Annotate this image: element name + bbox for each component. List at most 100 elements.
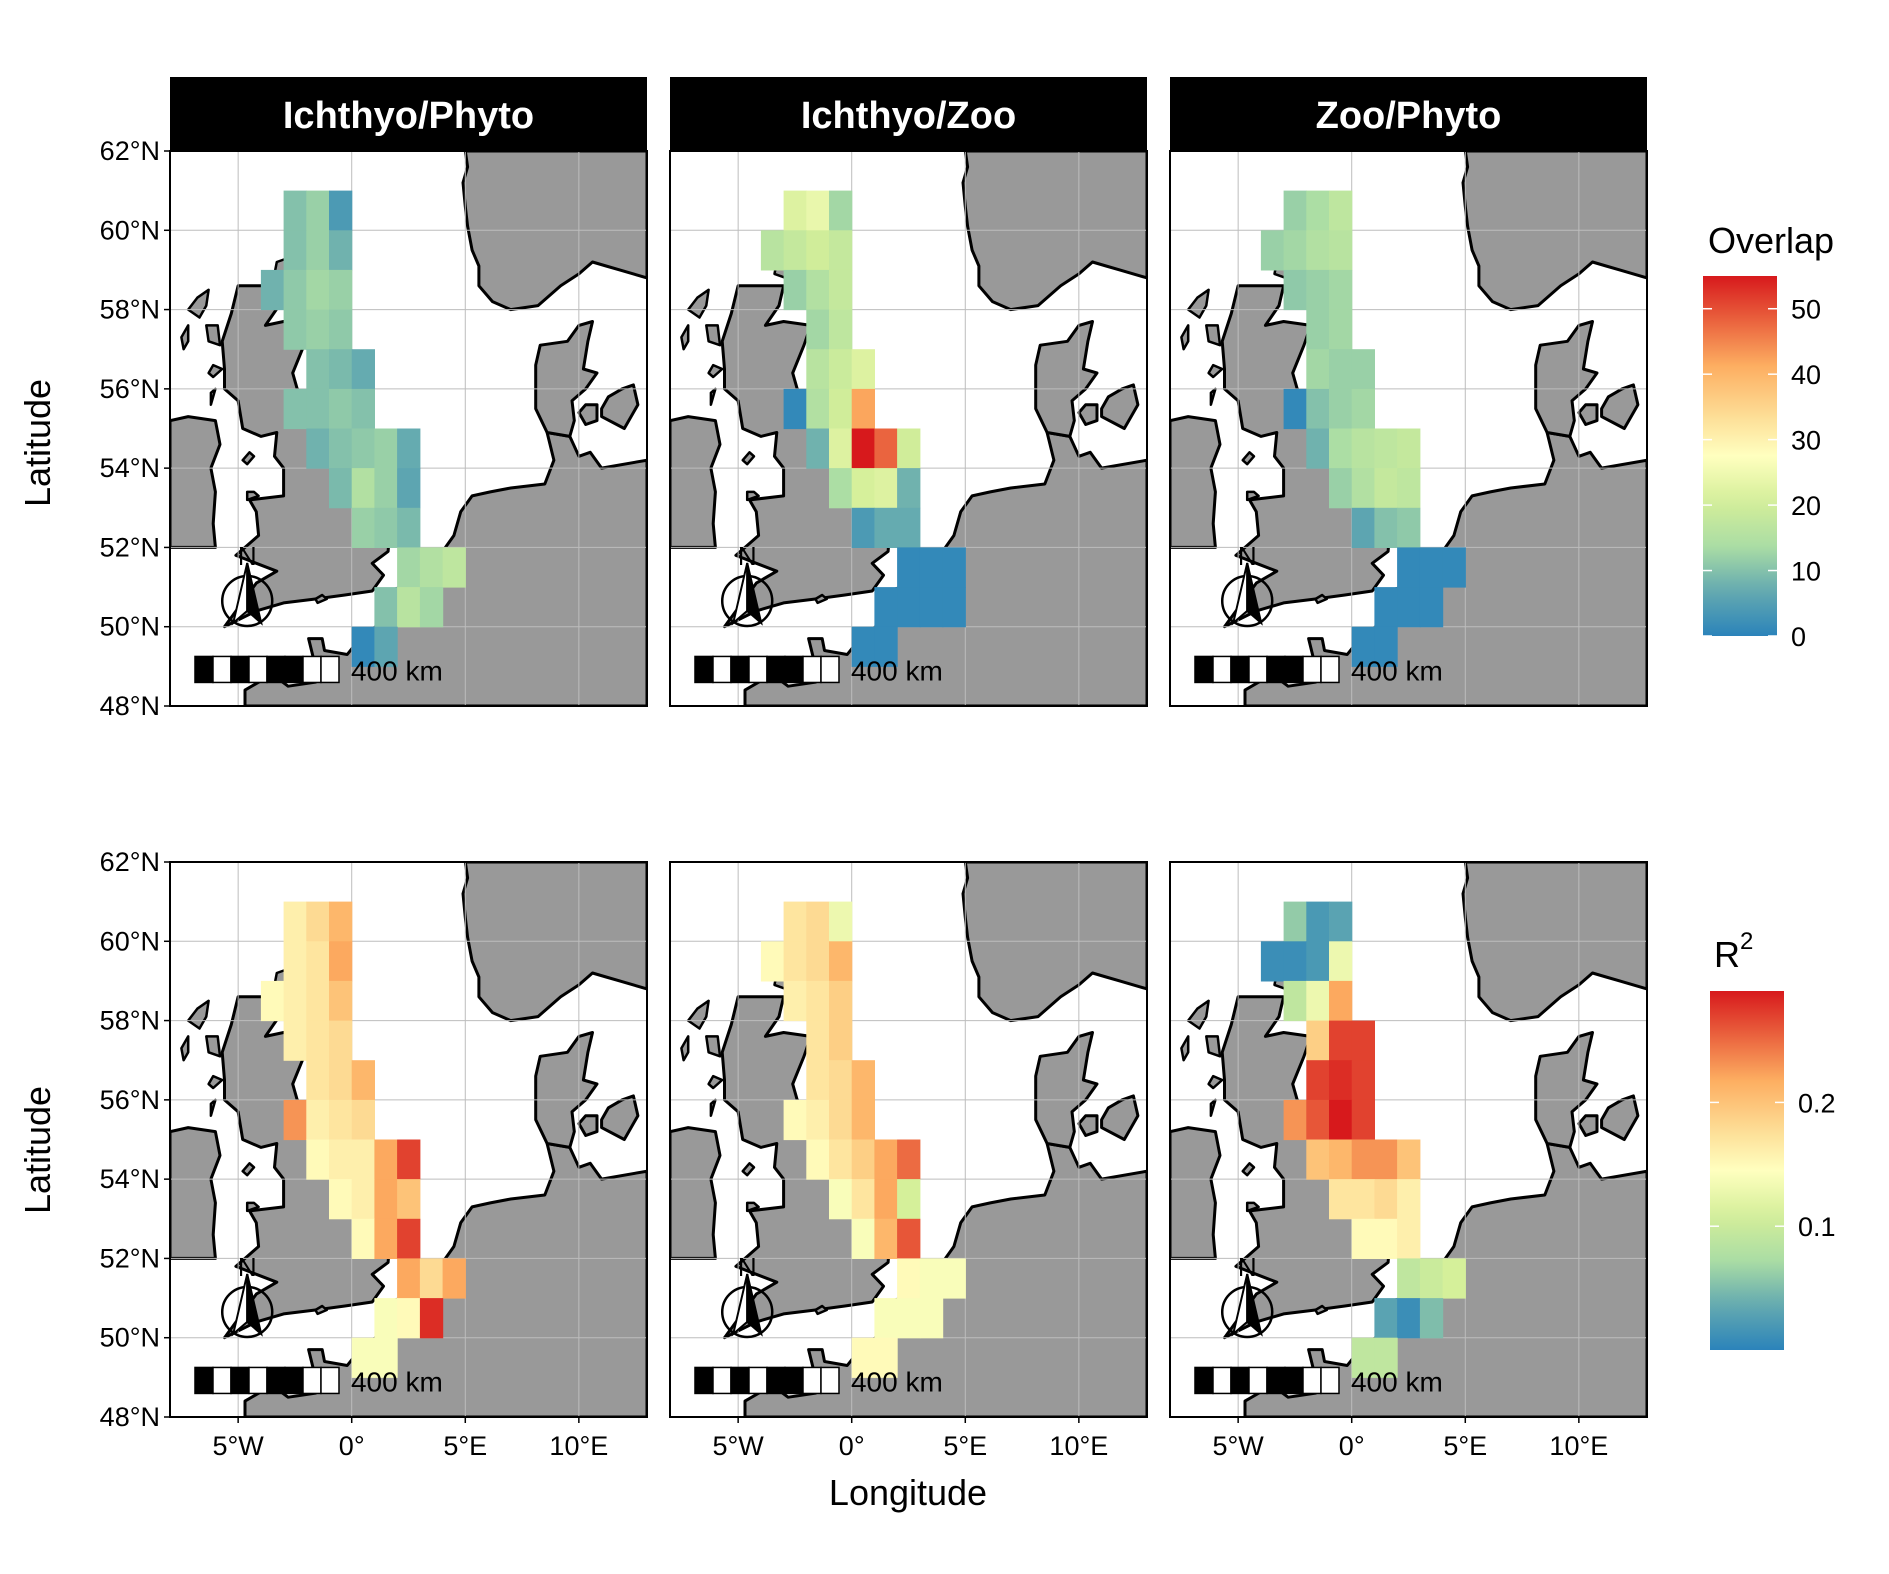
heatmap-cell bbox=[1329, 1060, 1353, 1101]
heatmap-cell bbox=[306, 388, 330, 430]
heatmap-cell bbox=[806, 269, 830, 311]
heatmap-cell bbox=[1397, 1218, 1421, 1259]
heatmap-cell bbox=[1374, 468, 1398, 509]
heatmap-cell bbox=[760, 941, 785, 982]
island bbox=[680, 1035, 690, 1062]
scale-bar: 400 km bbox=[694, 655, 943, 686]
heatmap-cell bbox=[1351, 507, 1375, 548]
scale-bar-segment bbox=[284, 655, 304, 684]
island bbox=[745, 490, 760, 502]
heatmap-cell bbox=[1374, 1139, 1398, 1180]
scale-bar-segment bbox=[1230, 655, 1250, 684]
land-britain bbox=[1220, 284, 1392, 629]
heatmap-cell bbox=[829, 388, 853, 430]
heatmap-cell bbox=[1283, 941, 1307, 982]
heatmap-cell bbox=[1374, 428, 1398, 469]
heatmap-cell bbox=[760, 230, 785, 271]
scale-bar-segment bbox=[1194, 1366, 1214, 1395]
heatmap-cell bbox=[1351, 1099, 1375, 1141]
island bbox=[686, 288, 710, 319]
y-tick-label: 56°N bbox=[100, 1085, 160, 1115]
heatmap-cell bbox=[1306, 1139, 1330, 1180]
map-panel-r2-0: N 400 km 48°N 50°N 52°N 54°N 56°N 58°N 60°N 62°N 5… bbox=[100, 847, 648, 1461]
island bbox=[207, 1074, 224, 1090]
heatmap-cell bbox=[1260, 230, 1285, 271]
heatmap-cell bbox=[874, 507, 898, 548]
heatmap-cell bbox=[1351, 1060, 1375, 1101]
heatmap-cells bbox=[760, 901, 966, 1378]
heatmap-cell bbox=[351, 349, 375, 390]
facet-strip-label: Ichthyo/Zoo bbox=[801, 95, 1016, 137]
land-jutland bbox=[1034, 1031, 1099, 1149]
heatmap-cell bbox=[374, 428, 398, 469]
heatmap-cell bbox=[806, 941, 830, 982]
scale-bar-segment bbox=[820, 655, 840, 684]
heatmap-cell bbox=[1374, 1298, 1398, 1339]
heatmap-cell bbox=[260, 269, 285, 311]
land-britain bbox=[220, 995, 392, 1340]
scale-bar-segment bbox=[730, 1366, 750, 1395]
map-panel-overlap-2: N 400 km Zoo/Phyto bbox=[1169, 77, 1648, 707]
heatmap-cell bbox=[1329, 1139, 1353, 1180]
island bbox=[741, 1162, 756, 1177]
heatmap-cell bbox=[897, 1179, 921, 1220]
heatmap-cell bbox=[829, 190, 853, 231]
heatmap-cell bbox=[1260, 941, 1285, 982]
scale-bar-segment bbox=[302, 1366, 322, 1395]
heatmap-cell bbox=[374, 507, 398, 548]
land-zealand bbox=[1100, 383, 1140, 430]
heatmap-cell bbox=[306, 190, 330, 231]
heatmap-cell bbox=[397, 1179, 421, 1220]
scale-bar-label: 400 km bbox=[851, 655, 943, 686]
y-tick-label: 50°N bbox=[100, 612, 160, 642]
map-panel-overlap-0: N 400 km Ichthyo/Phyto 48°N 50°N 52°N 54°N 56°N… bbox=[100, 77, 648, 721]
island bbox=[241, 451, 256, 466]
heatmap-cell bbox=[1283, 1099, 1307, 1141]
land-ireland bbox=[170, 415, 222, 549]
heatmap-cell bbox=[283, 941, 307, 982]
heatmap-cell bbox=[351, 1218, 375, 1259]
scale-bar-segment bbox=[1320, 1366, 1340, 1395]
heatmap-cell bbox=[897, 547, 921, 588]
heatmap-cell bbox=[1351, 468, 1375, 509]
y-tick-label: 60°N bbox=[100, 926, 160, 956]
island bbox=[707, 363, 724, 379]
scale-bar-segment bbox=[784, 655, 804, 684]
heatmap-cell bbox=[851, 428, 875, 469]
scale-bar: 400 km bbox=[694, 1366, 943, 1397]
heatmap-cell bbox=[851, 1218, 875, 1259]
land-funen bbox=[1577, 1114, 1599, 1137]
scale-bar-segment bbox=[1302, 655, 1322, 684]
land-zealand bbox=[600, 383, 640, 430]
heatmap-cell bbox=[1283, 269, 1307, 311]
y-tick-label: 48°N bbox=[100, 691, 160, 721]
island bbox=[1241, 451, 1256, 466]
island bbox=[245, 490, 260, 502]
heatmap-cell bbox=[829, 1060, 853, 1101]
scale-bar-label: 400 km bbox=[851, 1366, 943, 1397]
north-arrow-right bbox=[746, 1273, 763, 1337]
scale-bar-segment bbox=[194, 655, 214, 684]
heatmap-cell bbox=[783, 190, 807, 231]
heatmap-cell bbox=[1306, 1099, 1330, 1141]
scale-bar-segment bbox=[748, 1366, 768, 1395]
heatmap-cell bbox=[1283, 190, 1307, 231]
heatmap-cell bbox=[1329, 468, 1353, 509]
island bbox=[1209, 1098, 1217, 1117]
scale-bar-label: 400 km bbox=[351, 1366, 443, 1397]
heatmap-cell bbox=[419, 1298, 444, 1339]
heatmap-cell bbox=[374, 626, 398, 667]
heatmap-cell bbox=[351, 428, 375, 469]
heatmap-cell bbox=[1283, 388, 1307, 430]
heatmap-cell bbox=[419, 587, 444, 628]
heatmap-cell bbox=[806, 1020, 830, 1061]
island bbox=[1241, 1162, 1256, 1177]
scale-bar-segment bbox=[230, 1366, 250, 1395]
heatmap-cell bbox=[806, 230, 830, 271]
x-tick-label: 0° bbox=[839, 1431, 865, 1461]
x-tick-label: 0° bbox=[1339, 1431, 1365, 1461]
facet-strip bbox=[1170, 77, 1647, 151]
heatmap-cell bbox=[1306, 349, 1330, 390]
heatmap-cell bbox=[829, 1139, 853, 1180]
scale-bar-segment bbox=[802, 1366, 822, 1395]
